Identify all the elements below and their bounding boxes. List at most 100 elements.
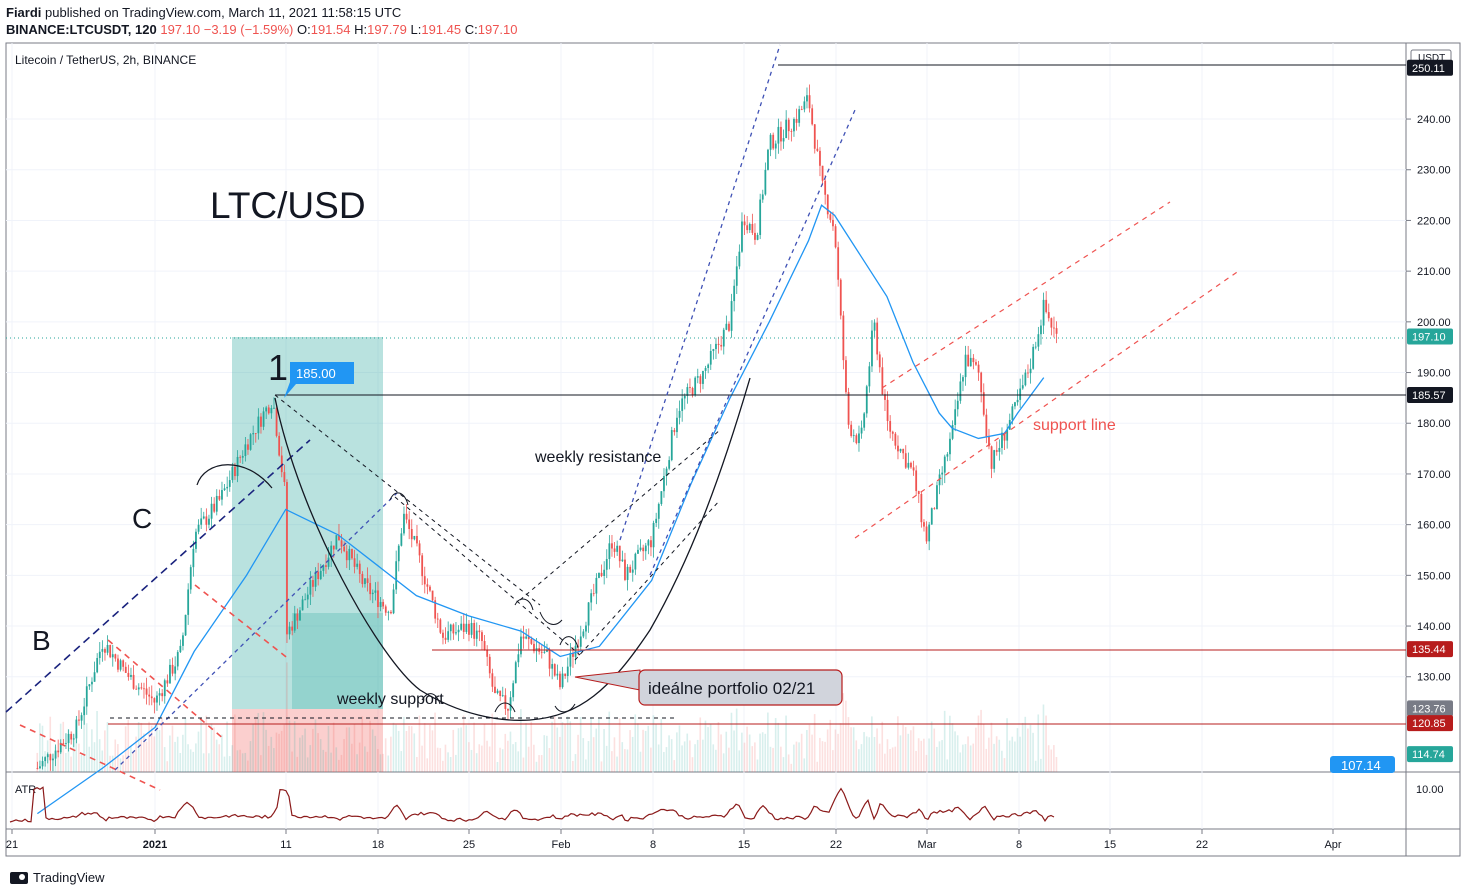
candle-body [366, 578, 369, 583]
volume-bar [192, 751, 195, 772]
volume-bar [145, 741, 148, 772]
volume-bar [780, 746, 782, 772]
volume-bar [244, 752, 247, 772]
volume-bar [1008, 740, 1011, 772]
candle-body [517, 654, 520, 663]
gridlines [6, 43, 1406, 829]
candle-body [483, 641, 486, 650]
candle-body [728, 323, 730, 331]
long-position-profit-zone [232, 337, 383, 709]
candle-body [660, 491, 663, 504]
publisher-name: Fiardi [6, 5, 42, 20]
volume-bar [884, 753, 886, 772]
candle-body [169, 664, 171, 684]
candle-body [234, 466, 236, 477]
volume-bar [556, 727, 559, 772]
candle-body [998, 447, 1001, 452]
volume-bar [876, 728, 878, 772]
candle-body [842, 315, 845, 361]
candle-body [473, 622, 476, 639]
candle-body [600, 572, 603, 576]
price-tick-label: 220.00 [1417, 215, 1451, 227]
volume-bar [468, 742, 470, 772]
volume-bar [158, 730, 161, 772]
volume-bar [579, 717, 582, 772]
candle-body [665, 468, 668, 477]
volume-bar [514, 742, 517, 772]
volume-bar [936, 746, 938, 772]
candle-body [751, 223, 754, 233]
volume-bar [733, 730, 735, 772]
volume-bar [442, 760, 444, 772]
candle-body [85, 686, 88, 707]
publisher-line: Fiardi published on TradingView.com, Mar… [6, 5, 401, 20]
candle-body [884, 394, 886, 400]
volume-bar [621, 742, 624, 772]
volume-bar [644, 730, 647, 772]
volume-bar [949, 715, 951, 772]
volume-bar [800, 733, 803, 772]
candle-body [304, 599, 307, 601]
big-title: LTC/USD [210, 185, 366, 226]
candle-body [83, 706, 86, 716]
candle-body [434, 600, 437, 619]
candle-body [1027, 372, 1029, 374]
volume-bar [421, 745, 423, 772]
volume-bar [306, 757, 309, 772]
candle-body [657, 503, 660, 519]
candle-body [897, 445, 899, 452]
candle-body [556, 673, 559, 676]
volume-bar [273, 748, 275, 772]
volume-bar [343, 739, 345, 772]
time-axis-ticks: 21 2021 11 18 25 Feb 8 15 22 Mar 8 15 22 Apr [6, 829, 1342, 851]
candle-body [730, 301, 733, 331]
volume-bar [1037, 714, 1040, 772]
open-value: 191.54 [310, 22, 351, 37]
candle-body [176, 652, 179, 667]
candle-body [608, 543, 611, 560]
volume-bar [369, 720, 371, 772]
time-tick-label: 15 [1104, 839, 1116, 851]
volume-bar [512, 744, 514, 772]
candle-body [254, 433, 257, 434]
volume-bar [114, 739, 117, 772]
candle-body [655, 518, 658, 523]
volume-bar [416, 757, 418, 772]
volume-bar [184, 718, 187, 772]
volume-bar [980, 709, 982, 772]
volume-bar [88, 746, 91, 772]
candle-body [338, 535, 340, 541]
volume-bar [977, 715, 980, 772]
volume-bar [283, 724, 286, 772]
time-tick-label: Apr [1324, 839, 1341, 851]
candle-body [683, 395, 686, 399]
volume-bar [972, 743, 975, 772]
candle-body [621, 559, 624, 562]
volume-bar [215, 739, 218, 772]
weekly-support-label: weekly support [336, 691, 444, 708]
candle-body [769, 134, 772, 150]
volume-bar [1027, 728, 1029, 772]
candle-body [171, 664, 174, 674]
volume-bar [169, 735, 171, 772]
candle-body [257, 416, 260, 434]
volume-bar [847, 717, 850, 772]
volume-bar [722, 753, 725, 772]
candle-body [780, 126, 782, 142]
candle-body [106, 644, 109, 653]
volume-bar [1006, 718, 1008, 772]
volume-bar [889, 748, 891, 772]
volume-bar [366, 751, 369, 772]
candle-body [876, 322, 879, 355]
volume-bar [894, 746, 897, 772]
candle-body [325, 565, 327, 567]
candle-body [790, 131, 793, 132]
candle-body [626, 566, 629, 580]
candle-body [990, 446, 993, 469]
candle-body [540, 651, 543, 653]
candle-body [93, 672, 96, 682]
candle-body [670, 430, 673, 461]
volume-bar [816, 761, 819, 772]
candle-body [829, 214, 832, 220]
